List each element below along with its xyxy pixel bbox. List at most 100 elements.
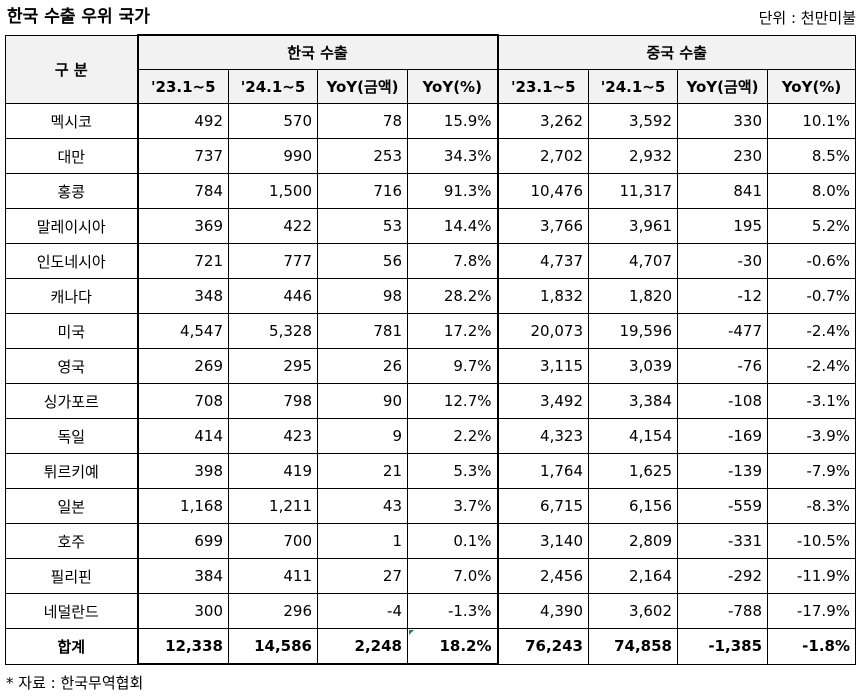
china-value-cell: 4,154 — [588, 418, 678, 454]
korea-value-cell: 9.7% — [407, 348, 499, 384]
china-value-cell: -2.4% — [767, 313, 856, 349]
china-value-cell: -76 — [677, 348, 768, 384]
header-c-2024: '24.1~5 — [588, 69, 678, 104]
china-value-cell: 3,602 — [588, 593, 678, 629]
china-value-cell: -788 — [677, 593, 768, 629]
korea-value-cell: 446 — [228, 278, 318, 314]
country-cell: 인도네시아 — [5, 243, 138, 279]
country-cell: 독일 — [5, 418, 138, 454]
table-row: 대만 737 990 253 34.3% 2,702 2,932 230 8.5% — [5, 138, 856, 174]
korea-value-cell: 269 — [136, 348, 229, 384]
china-value-cell: 3,140 — [497, 523, 589, 559]
table-row: 독일 414 423 9 2.2% 4,323 4,154 -169 -3.9% — [5, 418, 856, 454]
korea-value-cell: 18.2% — [407, 628, 499, 665]
korea-value-cell: 17.2% — [407, 313, 499, 349]
korea-value-cell: 700 — [228, 523, 318, 559]
china-value-cell: -11.9% — [767, 558, 856, 594]
china-value-cell: 230 — [677, 138, 768, 174]
china-value-cell: 3,262 — [497, 103, 589, 139]
china-value-cell: 1,764 — [497, 453, 589, 489]
table-row: 말레이시아 369 422 53 14.4% 3,766 3,961 195 5.2% — [5, 208, 856, 244]
korea-value-cell: 411 — [228, 558, 318, 594]
korea-value-cell: -4 — [317, 593, 408, 629]
korea-value-cell: 348 — [136, 278, 229, 314]
china-value-cell: -17.9% — [767, 593, 856, 629]
china-value-cell: -30 — [677, 243, 768, 279]
unit-label: 단위 : 천만미불 — [758, 9, 856, 27]
korea-value-cell: 699 — [136, 523, 229, 559]
china-value-cell: 3,592 — [588, 103, 678, 139]
korea-value-cell: 21 — [317, 453, 408, 489]
korea-value-cell: -1.3% — [407, 593, 499, 629]
country-cell: 합계 — [5, 628, 138, 665]
korea-value-cell: 419 — [228, 453, 318, 489]
china-value-cell: 841 — [677, 173, 768, 209]
country-cell: 일본 — [5, 488, 138, 524]
china-value-cell: -108 — [677, 383, 768, 419]
korea-value-cell: 721 — [136, 243, 229, 279]
korea-value-cell: 295 — [228, 348, 318, 384]
korea-value-cell: 28.2% — [407, 278, 499, 314]
country-cell: 미국 — [5, 313, 138, 349]
export-comparison-table: 구 분 한국 수출 중국 수출 '23.1~5 '24.1~5 YoY(금액) … — [5, 34, 856, 665]
korea-value-cell: 98 — [317, 278, 408, 314]
china-value-cell: 1,625 — [588, 453, 678, 489]
header-c-yoy-amount: YoY(금액) — [677, 69, 768, 104]
korea-value-cell: 7.0% — [407, 558, 499, 594]
korea-value-cell: 414 — [136, 418, 229, 454]
korea-value-cell: 1,211 — [228, 488, 318, 524]
china-value-cell: 4,390 — [497, 593, 589, 629]
korea-value-cell: 14,586 — [228, 628, 318, 665]
source-note: * 자료 : 한국무역협회 — [6, 674, 144, 692]
country-cell: 호주 — [5, 523, 138, 559]
korea-value-cell: 43 — [317, 488, 408, 524]
china-value-cell: -3.1% — [767, 383, 856, 419]
korea-value-cell: 798 — [228, 383, 318, 419]
header-gubun: 구 분 — [5, 34, 138, 104]
korea-value-cell: 990 — [228, 138, 318, 174]
table-row: 홍콩 784 1,500 716 91.3% 10,476 11,317 841 8.0% — [5, 173, 856, 209]
header-k-2024: '24.1~5 — [228, 69, 318, 104]
korea-value-cell: 27 — [317, 558, 408, 594]
china-value-cell: 10,476 — [497, 173, 589, 209]
korea-value-cell: 53 — [317, 208, 408, 244]
table-row: 필리핀 384 411 27 7.0% 2,456 2,164 -292 -11.9% — [5, 558, 856, 594]
table-row: 일본 1,168 1,211 43 3.7% 6,715 6,156 -559 -8.3% — [5, 488, 856, 524]
china-value-cell: 19,596 — [588, 313, 678, 349]
korea-value-cell: 369 — [136, 208, 229, 244]
china-value-cell: -3.9% — [767, 418, 856, 454]
china-value-cell: 2,809 — [588, 523, 678, 559]
header-k-yoy-amount: YoY(금액) — [317, 69, 408, 104]
korea-value-cell: 781 — [317, 313, 408, 349]
total-row: 합계 12,338 14,586 2,248 18.2% 76,243 74,858 -1,3… — [5, 628, 856, 665]
china-value-cell: 3,766 — [497, 208, 589, 244]
china-value-cell: 4,323 — [497, 418, 589, 454]
korea-value-cell: 737 — [136, 138, 229, 174]
korea-value-cell: 56 — [317, 243, 408, 279]
china-value-cell: 3,039 — [588, 348, 678, 384]
korea-value-cell: 1 — [317, 523, 408, 559]
korea-value-cell: 12.7% — [407, 383, 499, 419]
china-value-cell: -10.5% — [767, 523, 856, 559]
korea-value-cell: 4,547 — [136, 313, 229, 349]
china-value-cell: 3,961 — [588, 208, 678, 244]
china-value-cell: -8.3% — [767, 488, 856, 524]
country-cell: 캐나다 — [5, 278, 138, 314]
header-china-exports: 중국 수출 — [497, 34, 856, 70]
korea-value-cell: 91.3% — [407, 173, 499, 209]
china-value-cell: 76,243 — [497, 628, 589, 665]
china-value-cell: 2,164 — [588, 558, 678, 594]
table-row: 영국 269 295 26 9.7% 3,115 3,039 -76 -2.4% — [5, 348, 856, 384]
korea-value-cell: 2,248 — [317, 628, 408, 665]
country-cell: 싱가포르 — [5, 383, 138, 419]
china-value-cell: 8.0% — [767, 173, 856, 209]
table-row: 튀르키예 398 419 21 5.3% 1,764 1,625 -139 -7.9% — [5, 453, 856, 489]
china-value-cell: 20,073 — [497, 313, 589, 349]
country-cell: 필리핀 — [5, 558, 138, 594]
china-value-cell: 74,858 — [588, 628, 678, 665]
korea-value-cell: 570 — [228, 103, 318, 139]
china-value-cell: -7.9% — [767, 453, 856, 489]
header-k-2023: '23.1~5 — [136, 69, 229, 104]
korea-value-cell: 384 — [136, 558, 229, 594]
cell-indicator-icon — [409, 630, 414, 635]
